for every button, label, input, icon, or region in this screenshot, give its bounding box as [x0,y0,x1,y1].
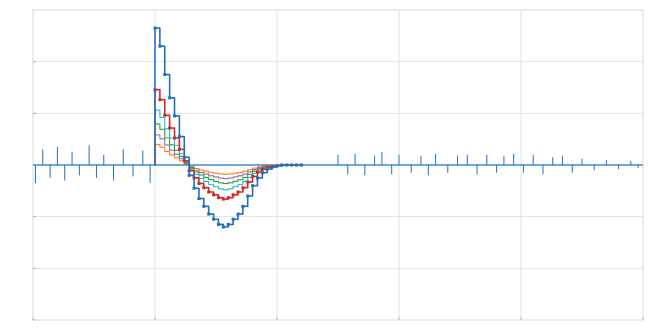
series-point [212,193,216,197]
series-point [299,163,303,167]
series-point [163,113,167,117]
series-point [182,159,186,163]
series-point [216,196,220,200]
series-point [197,181,201,185]
series-point [290,163,294,167]
series-point [260,167,264,171]
series-point [280,163,284,167]
series-point [153,26,157,30]
baseline-series [33,145,643,184]
series-group [153,26,303,229]
series-point [168,126,172,130]
series-point [236,212,240,216]
series-point [177,135,181,139]
series-point [221,225,225,229]
series-point [158,44,162,48]
series-point [226,222,230,226]
series-point [285,163,289,167]
series-point [212,217,216,221]
series-point [236,190,240,194]
series-point [182,155,186,159]
series-point [177,147,181,151]
series-point [231,217,235,221]
series-point [163,73,167,77]
series-point [216,222,220,226]
series-point [187,173,191,177]
series-point [226,196,230,200]
series-point [275,164,279,168]
series-point [265,167,269,171]
series-point [260,171,264,175]
series-point [255,170,259,174]
series-point [221,197,225,201]
series-point [173,114,177,118]
series-point [202,186,206,190]
series-point [231,193,235,197]
series-point [202,204,206,208]
series-point [295,163,299,167]
series-point [173,136,177,140]
series-point [246,194,250,198]
series-point [251,184,255,188]
series-point [246,180,250,184]
series-point [255,176,259,180]
series-point [207,190,211,194]
series-point [168,96,172,100]
series-point [197,197,201,201]
series-point [158,98,162,102]
series-point [207,212,211,216]
series-point [270,165,274,169]
series-point [241,204,245,208]
series-point [251,174,255,178]
series-point [265,165,269,169]
series-point [192,186,196,190]
series-point [241,186,245,190]
